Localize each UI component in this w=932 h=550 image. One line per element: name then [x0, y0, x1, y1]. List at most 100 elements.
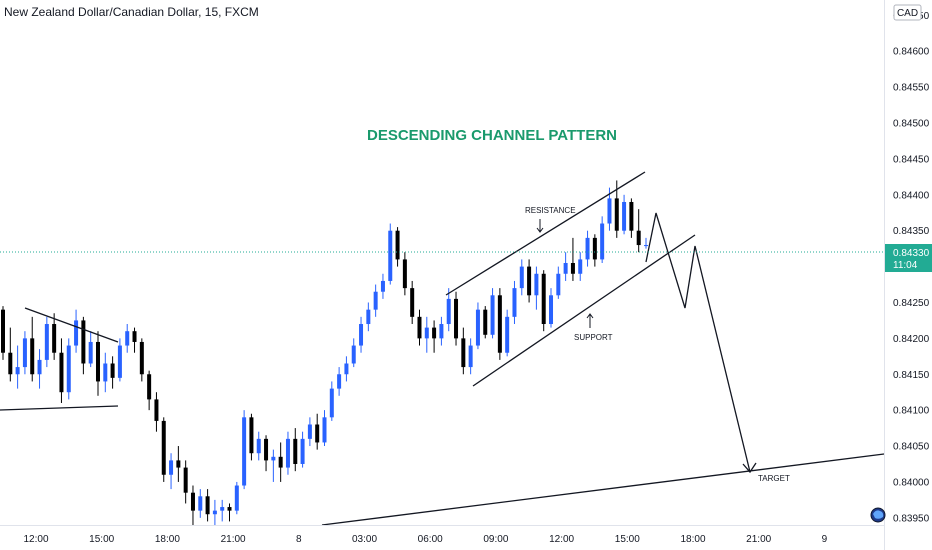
- candle[interactable]: [307, 417, 312, 447]
- candle[interactable]: [125, 324, 130, 353]
- candle[interactable]: [622, 194, 627, 235]
- candle[interactable]: [74, 309, 79, 353]
- channel-support-line[interactable]: [472, 234, 696, 387]
- candle[interactable]: [388, 223, 393, 285]
- candle[interactable]: [227, 503, 232, 522]
- candle[interactable]: [402, 252, 407, 296]
- candle[interactable]: [380, 273, 385, 299]
- candle[interactable]: [329, 381, 334, 421]
- candle[interactable]: [395, 227, 400, 267]
- candle[interactable]: [497, 288, 502, 360]
- candle[interactable]: [490, 288, 495, 339]
- candle[interactable]: [110, 356, 115, 389]
- candle[interactable]: [285, 431, 290, 475]
- candle[interactable]: [636, 209, 641, 253]
- projection-path[interactable]: [645, 212, 751, 473]
- candle[interactable]: [198, 489, 203, 518]
- candle[interactable]: [417, 309, 422, 346]
- candle[interactable]: [117, 338, 122, 382]
- candle[interactable]: [176, 446, 181, 482]
- candle[interactable]: [59, 338, 64, 403]
- candle[interactable]: [147, 370, 152, 411]
- candle[interactable]: [88, 331, 93, 368]
- currency-badge[interactable]: [893, 4, 922, 21]
- candle[interactable]: [103, 352, 108, 393]
- candle[interactable]: [66, 338, 71, 400]
- candle[interactable]: [1, 306, 5, 360]
- candle[interactable]: [37, 349, 42, 389]
- candle[interactable]: [15, 345, 20, 389]
- candle-body: [1, 309, 5, 353]
- candle[interactable]: [424, 316, 429, 353]
- candle[interactable]: [183, 460, 188, 504]
- candle[interactable]: [81, 316, 86, 375]
- candle[interactable]: [519, 259, 524, 296]
- candle[interactable]: [234, 481, 239, 515]
- candle[interactable]: [483, 306, 488, 339]
- candle[interactable]: [293, 428, 298, 472]
- candle[interactable]: [154, 392, 159, 432]
- candle[interactable]: [242, 410, 247, 490]
- candle[interactable]: [563, 252, 568, 281]
- candle[interactable]: [52, 313, 57, 360]
- candle[interactable]: [161, 417, 166, 482]
- candle[interactable]: [468, 338, 473, 375]
- globe-icon[interactable]: [870, 507, 886, 523]
- candle[interactable]: [249, 413, 254, 461]
- candle[interactable]: [351, 338, 356, 368]
- candle[interactable]: [578, 252, 583, 281]
- channel-resistance-line[interactable]: [445, 171, 646, 296]
- candle[interactable]: [344, 356, 349, 382]
- candle[interactable]: [644, 237, 648, 249]
- candle[interactable]: [212, 499, 217, 525]
- candle[interactable]: [220, 499, 225, 522]
- candle[interactable]: [475, 302, 480, 350]
- candle[interactable]: [205, 489, 210, 522]
- candle[interactable]: [600, 216, 605, 263]
- triangle-upper-line[interactable]: [24, 307, 119, 343]
- candle[interactable]: [512, 280, 517, 325]
- time-axis-ticks[interactable]: 12:00 15:00 18:00 21:00 8 03:00 06:00 09:00 12:0…: [23, 534, 827, 545]
- candle[interactable]: [549, 288, 554, 328]
- candle[interactable]: [322, 410, 327, 447]
- candle[interactable]: [169, 453, 174, 490]
- candle[interactable]: [132, 327, 137, 353]
- candle[interactable]: [527, 259, 532, 303]
- candle[interactable]: [432, 320, 437, 353]
- candle[interactable]: [534, 266, 539, 310]
- candle-body: [519, 266, 524, 289]
- candle[interactable]: [629, 198, 634, 238]
- candle[interactable]: [139, 338, 144, 382]
- candle[interactable]: [315, 413, 320, 450]
- candle[interactable]: [30, 316, 35, 382]
- candle[interactable]: [373, 284, 378, 317]
- candle[interactable]: [256, 431, 261, 461]
- candle[interactable]: [337, 367, 342, 396]
- target-trendline[interactable]: [321, 453, 885, 526]
- candle[interactable]: [95, 331, 100, 396]
- candle[interactable]: [454, 291, 459, 346]
- candle[interactable]: [446, 288, 451, 332]
- candle[interactable]: [22, 331, 27, 375]
- candle[interactable]: [264, 435, 269, 472]
- candle[interactable]: [44, 316, 49, 368]
- candle[interactable]: [278, 442, 283, 482]
- candle-body: [132, 331, 137, 342]
- triangle-lower-line[interactable]: [0, 405, 119, 411]
- candle[interactable]: [570, 237, 575, 281]
- candle[interactable]: [541, 270, 546, 332]
- candle[interactable]: [190, 485, 195, 525]
- candle[interactable]: [8, 327, 13, 382]
- candle[interactable]: [271, 449, 276, 482]
- candle[interactable]: [359, 316, 364, 353]
- candle[interactable]: [592, 234, 597, 267]
- candle[interactable]: [439, 316, 444, 346]
- candle[interactable]: [585, 230, 590, 267]
- candle[interactable]: [461, 327, 466, 375]
- candle[interactable]: [607, 187, 612, 231]
- candle[interactable]: [505, 309, 510, 357]
- candle[interactable]: [410, 280, 415, 325]
- candle[interactable]: [300, 431, 305, 468]
- candle[interactable]: [556, 266, 561, 299]
- candle[interactable]: [366, 302, 371, 332]
